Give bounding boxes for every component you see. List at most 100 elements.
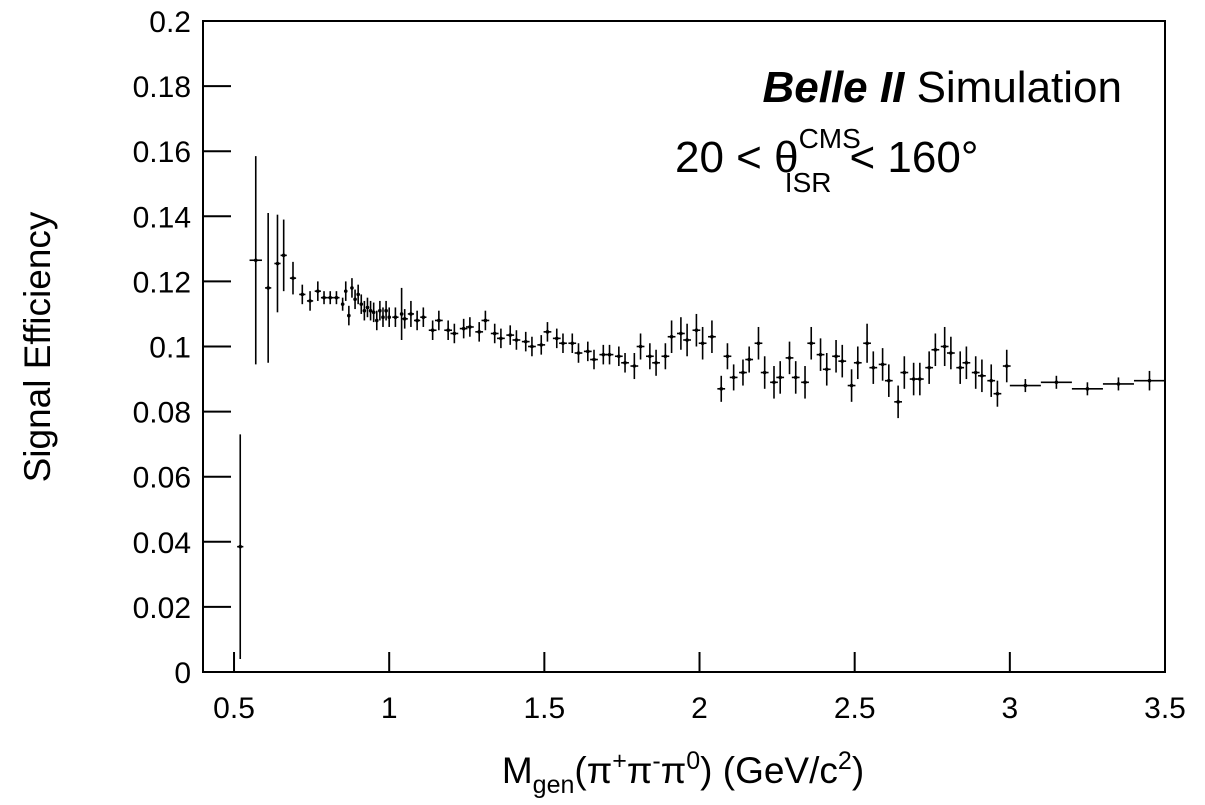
data-point — [387, 315, 391, 320]
data-point — [365, 305, 370, 310]
data-point — [849, 383, 854, 388]
data-point — [902, 370, 907, 375]
annotation-bold: Belle II — [762, 63, 905, 112]
data-point — [461, 326, 466, 331]
x-axis-label-part: ) — [852, 750, 864, 791]
data-point — [725, 354, 730, 359]
data-point — [554, 336, 559, 341]
data-point — [266, 286, 270, 290]
annotation: 20 < θCMS ISR < 160° — [675, 123, 978, 198]
data-point — [896, 400, 900, 404]
data-point — [911, 377, 916, 381]
data-point — [918, 377, 922, 381]
data-point — [648, 354, 652, 359]
x-axis-label-part: M — [502, 750, 533, 791]
data-point — [623, 360, 627, 365]
data-point — [700, 341, 705, 346]
data-point — [632, 364, 637, 368]
data-point — [834, 354, 838, 359]
data-point — [719, 387, 724, 391]
data-point — [393, 315, 398, 320]
data-point — [402, 317, 407, 321]
data-point — [1054, 380, 1059, 385]
data-point — [576, 351, 581, 355]
data-point — [1147, 378, 1152, 383]
x-axis-label-part: 2 — [838, 747, 852, 775]
x-axis-label-part: gen — [533, 771, 575, 799]
x-tick-label: 0.5 — [213, 692, 255, 725]
data-point — [359, 302, 364, 306]
data-point — [350, 286, 354, 290]
data-point — [409, 312, 413, 316]
data-point — [539, 343, 544, 347]
data-point — [958, 365, 962, 370]
data-point — [887, 378, 891, 383]
data-point — [291, 276, 295, 280]
data-point — [430, 328, 435, 333]
data-point — [353, 297, 357, 302]
y-tick-label: 0.08 — [133, 397, 191, 430]
data-point — [855, 360, 860, 365]
data-point — [399, 312, 404, 316]
data-point — [949, 351, 953, 355]
data-point — [545, 330, 550, 334]
y-tick-label: 0.18 — [133, 71, 191, 104]
data-point — [340, 302, 345, 306]
data-point — [787, 356, 792, 360]
plot-frame — [202, 20, 1166, 673]
data-point — [1004, 364, 1009, 368]
data-point — [592, 357, 596, 362]
data-point — [933, 347, 938, 352]
x-axis-label-part: - — [652, 747, 660, 775]
data-point — [322, 295, 326, 300]
data-point — [275, 261, 280, 266]
y-tick-label: 0.14 — [133, 201, 191, 234]
data-point — [356, 292, 360, 297]
annotation-text: < 160° — [849, 133, 978, 182]
data-point — [308, 299, 312, 303]
y-tick-label: 0 — [174, 657, 191, 690]
data-point — [669, 334, 674, 339]
data-point — [468, 325, 472, 329]
annotation-sub: ISR — [785, 167, 832, 198]
data-point — [731, 375, 736, 380]
data-point — [942, 344, 947, 349]
data-point — [694, 328, 699, 333]
data-point — [824, 367, 829, 372]
data-point — [300, 292, 305, 297]
data-point — [980, 373, 984, 378]
data-point — [803, 380, 807, 385]
data-point — [343, 289, 348, 293]
data-point — [1023, 383, 1028, 388]
data-point — [927, 365, 931, 370]
data-point — [973, 370, 978, 375]
data-point — [741, 370, 745, 375]
y-tick-label: 0.1 — [149, 332, 191, 365]
annotation-sup: CMS — [799, 123, 861, 154]
data-point — [446, 328, 450, 333]
data-point — [368, 308, 373, 313]
x-axis-label-part: 0 — [686, 747, 700, 775]
data-point — [415, 318, 419, 323]
data-point — [483, 318, 488, 323]
data-point — [865, 341, 869, 346]
data-point — [871, 365, 876, 370]
x-tick-label: 2.5 — [834, 692, 876, 725]
data-point — [793, 375, 798, 380]
data-point — [818, 352, 823, 357]
data-point — [334, 295, 339, 300]
data-point — [586, 349, 590, 354]
data-point — [607, 352, 612, 357]
data-point — [663, 354, 668, 359]
x-tick-label: 3.5 — [1144, 692, 1186, 725]
data-point — [316, 289, 320, 293]
data-point — [437, 318, 441, 323]
data-point — [1085, 387, 1090, 391]
data-point — [362, 308, 367, 313]
data-point — [281, 253, 286, 258]
data-point — [384, 308, 388, 313]
data-point — [374, 318, 379, 323]
data-point — [880, 362, 885, 367]
data-point — [617, 354, 621, 359]
